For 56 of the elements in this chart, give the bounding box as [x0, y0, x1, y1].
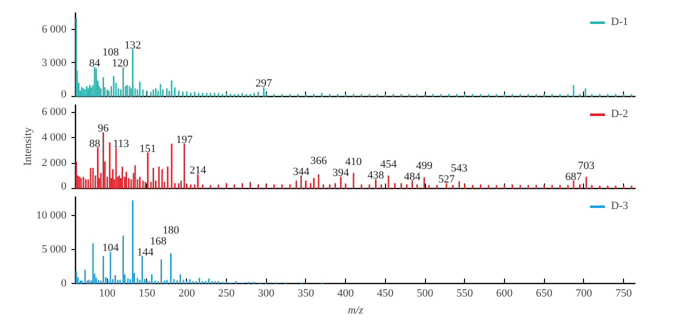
annotation: 703 — [578, 160, 595, 172]
annotation: 484 — [404, 170, 422, 183]
y-tick-label: 3 000 — [42, 56, 67, 69]
annotation: 168 — [150, 235, 168, 248]
annotation: 88 — [89, 138, 101, 150]
x-tick-label: 450 — [377, 288, 394, 300]
x-tick-label: 150 — [138, 288, 156, 300]
annotation: 527 — [438, 173, 456, 186]
legend-label: D-2 — [611, 108, 630, 120]
x-tick-label: 700 — [576, 288, 593, 300]
y-tick-label: 4 000 — [42, 132, 67, 144]
annotation: 410 — [345, 156, 362, 168]
annotation: 438 — [368, 170, 385, 182]
y-tick-label: 10 000 — [36, 210, 67, 222]
y-tick-label: 0 — [61, 88, 67, 100]
x-tick-label: 350 — [298, 288, 315, 300]
annotation: 366 — [310, 154, 328, 167]
annotation: 214 — [190, 164, 207, 176]
annotation: 197 — [176, 134, 194, 146]
x-tick-label: 600 — [496, 288, 514, 300]
annotation: 132 — [124, 39, 141, 52]
annotation: 687 — [565, 170, 582, 183]
annotation: 543 — [450, 162, 468, 174]
x-tick-label: 300 — [258, 288, 275, 300]
y-tick-label: 0 — [61, 180, 67, 192]
legend-label: D-1 — [611, 16, 630, 28]
annotation: 104 — [102, 242, 120, 254]
x-tick-label: 400 — [337, 288, 354, 300]
annotation: 180 — [162, 224, 180, 236]
annotation: 394 — [332, 167, 350, 180]
y-tick-label: 6 000 — [42, 23, 67, 36]
x-tick-label: 750 — [615, 288, 632, 300]
annotation: 96 — [98, 122, 110, 134]
y-tick-label: 5 000 — [42, 244, 67, 256]
x-tick-label: 500 — [416, 288, 434, 300]
x-tick-label: 250 — [218, 288, 236, 300]
x-tick-label: 100 — [99, 288, 116, 300]
annotation: 297 — [256, 78, 273, 90]
annotation: 344 — [292, 166, 310, 178]
y-tick-label: 6 000 — [42, 106, 67, 118]
annotation: 454 — [380, 158, 398, 171]
annotation: 113 — [112, 138, 130, 150]
annotation: 151 — [140, 142, 156, 155]
x-axis-title: m/z — [348, 304, 364, 316]
y-tick-label: 2 000 — [42, 157, 67, 170]
annotation: 84 — [89, 57, 101, 70]
legend-label: D-3 — [611, 200, 630, 212]
x-tick-label: 200 — [178, 288, 196, 300]
annotation: 108 — [102, 46, 120, 58]
y-axis-title: Intensity — [22, 126, 34, 166]
x-tick-label: 650 — [536, 288, 553, 300]
y-tick-label: 0 — [61, 278, 67, 290]
x-tick-label: 550 — [456, 288, 474, 300]
annotation: 144 — [136, 246, 154, 258]
annotation: 499 — [416, 160, 433, 172]
annotation: 120 — [112, 57, 129, 70]
